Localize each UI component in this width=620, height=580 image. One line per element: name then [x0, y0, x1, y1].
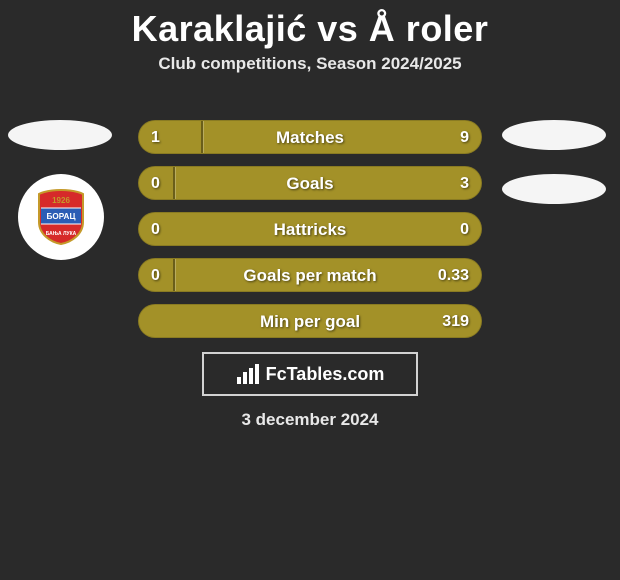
crest-name: БОРАЦ — [47, 212, 76, 221]
left-player-column: 1926 БОРАЦ БАЊА ЛУКА — [8, 120, 118, 260]
stat-bar: 00Hattricks — [138, 212, 482, 246]
date-label: 3 december 2024 — [0, 410, 620, 430]
fctables-logo: FcTables.com — [236, 363, 385, 385]
shield-icon: 1926 БОРАЦ БАЊА ЛУКА — [34, 188, 88, 246]
club-crest-placeholder — [502, 174, 606, 204]
stat-bar: 319Min per goal — [138, 304, 482, 338]
stat-label: Min per goal — [139, 305, 481, 338]
bars-logo-icon — [236, 363, 260, 385]
stat-bar: 00.33Goals per match — [138, 258, 482, 292]
fctables-text: FcTables.com — [266, 364, 385, 385]
player-photo-placeholder — [8, 120, 112, 150]
page-subtitle: Club competitions, Season 2024/2025 — [0, 54, 620, 74]
stat-bar: 03Goals — [138, 166, 482, 200]
club-crest-borac: 1926 БОРАЦ БАЊА ЛУКА — [18, 174, 104, 260]
stat-bar: 19Matches — [138, 120, 482, 154]
source-box: FcTables.com — [202, 352, 418, 396]
stat-label: Hattricks — [139, 213, 481, 246]
stat-label: Goals per match — [139, 259, 481, 292]
stat-label: Matches — [139, 121, 481, 154]
crest-year: 1926 — [52, 196, 70, 205]
stat-bars: 19Matches 03Goals 00Hattricks 00.33Goals pe… — [138, 120, 482, 350]
crest-city: БАЊА ЛУКА — [46, 231, 77, 237]
right-player-column — [502, 120, 612, 228]
player-photo-placeholder — [502, 120, 606, 150]
stat-label: Goals — [139, 167, 481, 200]
page-title: Karaklajić vs Å roler — [0, 0, 620, 54]
